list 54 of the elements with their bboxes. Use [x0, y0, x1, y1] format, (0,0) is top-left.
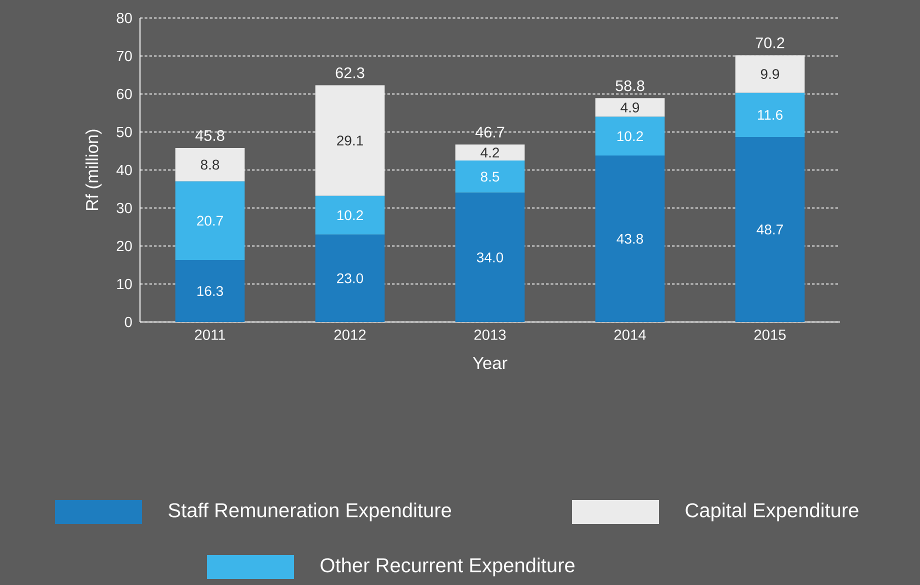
- bar: [595, 98, 665, 117]
- data-label: 10.2: [337, 210, 363, 220]
- y-tick-label: 10: [117, 278, 132, 290]
- bar: [315, 234, 385, 322]
- data-label: 10.2: [617, 131, 643, 142]
- bar: [735, 136, 805, 322]
- legend-label: Staff Remuneration Expenditure: [168, 502, 452, 522]
- data-label: 34.0: [476, 252, 504, 262]
- y-tick-label: 80: [116, 12, 132, 24]
- data-label: 29.1: [337, 136, 363, 146]
- x-tick-label: 2012: [334, 330, 366, 340]
- y-tick-label: 20: [116, 240, 132, 252]
- data-label: 11.6: [758, 110, 782, 120]
- bar: [175, 181, 245, 260]
- data-label: 20.7: [197, 216, 223, 226]
- bar: [455, 160, 525, 193]
- total-label: 46.7: [475, 126, 504, 138]
- data-label: 8.8: [200, 160, 220, 170]
- data-label: 43.8: [616, 234, 644, 244]
- data-label: 23.0: [337, 273, 364, 284]
- data-label: 9.9: [760, 69, 780, 80]
- y-axis-title: Rf (million): [85, 130, 102, 210]
- x-tick-label: 2014: [614, 330, 646, 340]
- bar: [595, 116, 665, 156]
- y-tick-label: 70: [116, 50, 132, 62]
- bar: [315, 85, 385, 196]
- bar: [735, 92, 805, 137]
- x-axis-title: Year: [472, 357, 508, 370]
- data-label: 8.5: [480, 172, 500, 182]
- bar: [735, 55, 805, 93]
- total-label: 58.8: [616, 80, 644, 92]
- data-label: 48.7: [756, 224, 783, 234]
- legend-label: Other Recurrent Expenditure: [320, 558, 574, 576]
- bar: [175, 148, 245, 182]
- bar: [315, 196, 385, 235]
- bar: [175, 260, 245, 322]
- legend-label: Capital Expenditure: [686, 502, 858, 522]
- x-tick-label: 2013: [474, 330, 506, 340]
- y-tick-label: 30: [116, 202, 132, 214]
- total-label: 70.2: [756, 37, 784, 48]
- y-tick-label: 60: [116, 88, 132, 100]
- data-label: 4.2: [480, 148, 500, 158]
- y-tick-label: 50: [116, 126, 132, 138]
- total-label: 45.8: [195, 130, 224, 141]
- total-label: 62.3: [336, 67, 364, 78]
- bar: [595, 156, 665, 322]
- y-tick-label: 0: [124, 316, 132, 328]
- y-tick-label: 40: [116, 164, 132, 176]
- x-tick-label: 2011: [194, 330, 226, 340]
- data-label: 16.3: [197, 286, 224, 296]
- data-label: 4.9: [620, 102, 640, 112]
- bar: [455, 144, 525, 160]
- x-tick-label: 2015: [754, 330, 786, 340]
- bar: [455, 192, 525, 322]
